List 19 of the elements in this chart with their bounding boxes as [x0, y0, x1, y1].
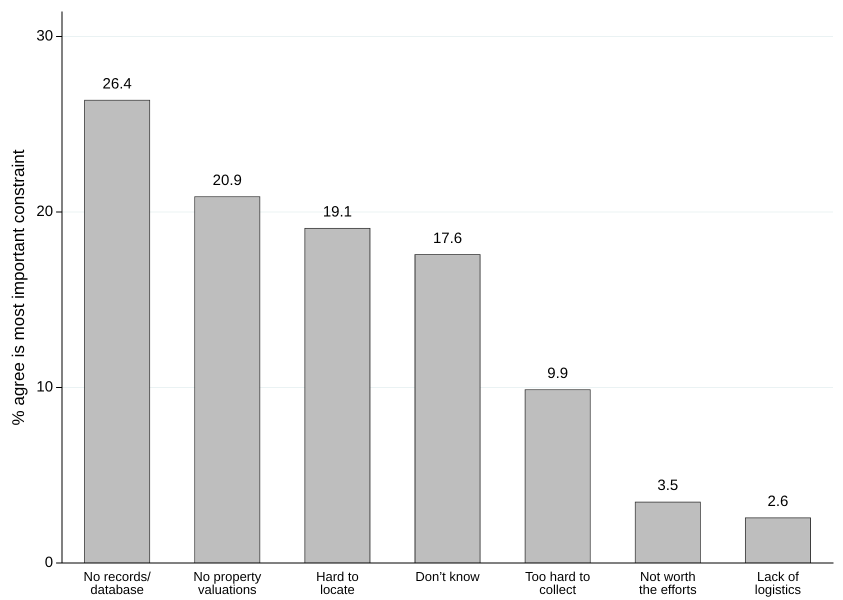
x-tick-label: Not worth the efforts: [639, 569, 698, 598]
data-label: 3.5: [657, 477, 678, 494]
x-tick-label: Lack of logistics: [754, 569, 802, 598]
x-tick-label: Don’t know: [415, 569, 480, 584]
x-tick-label: No records/ database: [84, 569, 152, 598]
data-label: 20.9: [212, 172, 242, 189]
y-tick-label: 0: [44, 554, 54, 572]
x-tick-label: Hard to locate: [316, 569, 359, 598]
x-tick-label: Too hard to collect: [525, 569, 590, 598]
y-tick-label: 20: [36, 203, 54, 220]
x-tick-label: No property valuations: [193, 569, 262, 598]
data-label: 2.6: [768, 493, 788, 510]
y-axis-title: % agree is most important constraint: [8, 149, 28, 426]
y-tick-label: 10: [36, 378, 54, 396]
y-tick-label: 30: [36, 28, 54, 45]
data-label: 26.4: [102, 75, 132, 92]
data-label: 19.1: [322, 203, 352, 220]
data-label: 17.6: [432, 230, 462, 247]
data-label: 9.9: [547, 364, 568, 382]
